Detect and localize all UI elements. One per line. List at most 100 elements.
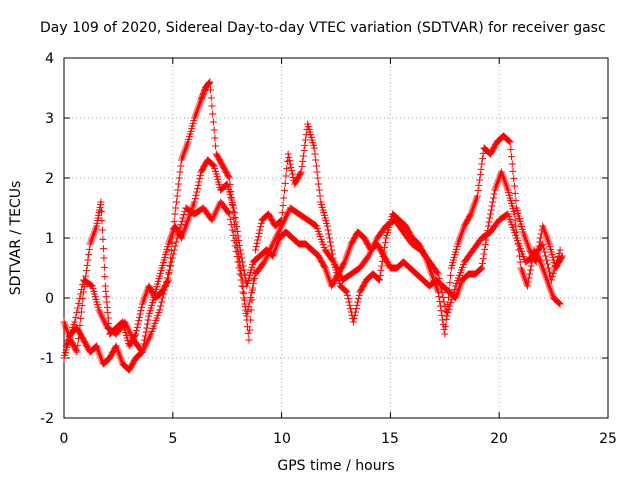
data-point-trail — [481, 241, 489, 249]
data-point-trail — [177, 162, 185, 170]
data-point-trail — [180, 211, 188, 219]
x-tick-label-15: 15 — [381, 431, 399, 447]
y-tick-label-3: 3 — [45, 111, 54, 127]
data-point-trail — [512, 222, 520, 230]
data-point-trail — [193, 185, 201, 193]
data-point-trail — [536, 257, 544, 265]
data-point — [323, 222, 331, 230]
data-point-trail — [479, 155, 487, 163]
data-point-trail — [77, 290, 85, 298]
x-tick-label-0: 0 — [60, 431, 69, 447]
data-point-trail — [209, 161, 217, 169]
data-point-trail — [160, 290, 168, 298]
data-point-trail — [525, 274, 533, 282]
data-point-trail — [230, 237, 238, 245]
y-tick-label-neg2: -2 — [40, 411, 54, 427]
data-point-trail — [168, 254, 176, 262]
data-point-trail — [227, 221, 235, 229]
data-point-trail — [143, 324, 151, 332]
data-point-trail — [157, 302, 165, 310]
data-point-trail — [540, 244, 548, 252]
data-point-trail — [436, 297, 444, 305]
data-point-trail — [99, 235, 107, 243]
data-point-trail — [196, 175, 204, 183]
data-point-trail — [505, 137, 513, 145]
data-point-trail — [444, 309, 452, 317]
data-point-trail — [445, 305, 453, 313]
data-point-trail — [477, 265, 485, 273]
data-point-trail — [490, 190, 498, 198]
data-point-trail — [195, 178, 203, 186]
data-point-trail — [435, 293, 443, 301]
data-point-trail — [280, 194, 288, 202]
data-point-trail — [439, 293, 447, 301]
data-point-trail — [247, 293, 255, 301]
data-point-trail — [256, 226, 264, 234]
data-point-trail — [73, 309, 81, 317]
data-point-trail — [474, 187, 482, 195]
data-point-trail — [325, 234, 333, 242]
data-point-trail — [177, 221, 185, 229]
data-point-trail — [170, 246, 178, 254]
data-point-trail — [85, 245, 93, 253]
data-point-trail — [312, 162, 320, 170]
data-point-trail — [446, 302, 454, 310]
data-point-trail — [438, 289, 446, 297]
data-point-trail — [441, 303, 449, 311]
data-point-trail — [209, 118, 217, 126]
data-point-trail — [312, 156, 320, 164]
data-point-trail — [479, 259, 487, 267]
data-point-trail — [196, 171, 204, 179]
data-point-trail — [178, 217, 186, 225]
data-point-trail — [254, 233, 262, 241]
data-point — [473, 192, 481, 200]
data-point-trail — [354, 298, 362, 306]
data-point-trail — [163, 274, 171, 282]
data-point-trail — [238, 282, 246, 290]
data-point-trail — [448, 295, 456, 303]
data-point-trail — [211, 134, 219, 142]
data-point — [243, 312, 251, 320]
data-point-trail — [87, 281, 95, 289]
data-point-trail — [480, 250, 488, 258]
data-point-trail — [555, 299, 563, 307]
data-point-trail — [72, 313, 80, 321]
data-point-trail — [230, 214, 238, 222]
data-point-trail — [437, 284, 445, 292]
data-point-trail — [485, 218, 493, 226]
data-point-trail — [486, 210, 494, 218]
data-point-trail — [507, 145, 515, 153]
data-point-trail — [246, 298, 254, 306]
data-point-trail — [241, 300, 249, 308]
data-point-trail — [248, 289, 256, 297]
data-point-trail — [175, 227, 183, 235]
data-point-trail — [548, 273, 556, 281]
data-point-trail — [230, 209, 238, 217]
data-point-trail — [511, 189, 519, 197]
data-point-trail — [552, 259, 560, 267]
data-point-trail — [377, 267, 385, 275]
x-tick-label-20: 20 — [490, 431, 508, 447]
data-point-trail — [545, 268, 553, 276]
data-point-trail — [298, 163, 306, 171]
data-point-trail — [476, 176, 484, 184]
data-point-trail — [167, 258, 175, 266]
data-point-trail — [475, 181, 483, 189]
data-point — [349, 318, 357, 326]
data-point — [234, 258, 242, 266]
data-point-trail — [172, 204, 180, 212]
data-point-trail — [236, 270, 244, 278]
data-point-trail — [489, 194, 497, 202]
data-point-trail — [553, 256, 561, 264]
data-point-trail — [175, 180, 183, 188]
data-point-trail — [240, 266, 248, 274]
data-point-trail — [239, 262, 247, 270]
data-point-trail — [479, 149, 487, 157]
data-point-trail — [288, 170, 296, 178]
data-point-trail — [486, 214, 494, 222]
data-point-trail — [138, 303, 146, 311]
data-point-trail — [175, 174, 183, 182]
data-point-trail — [251, 275, 259, 283]
data-point-trail — [544, 260, 552, 268]
data-point-trail — [376, 271, 384, 279]
